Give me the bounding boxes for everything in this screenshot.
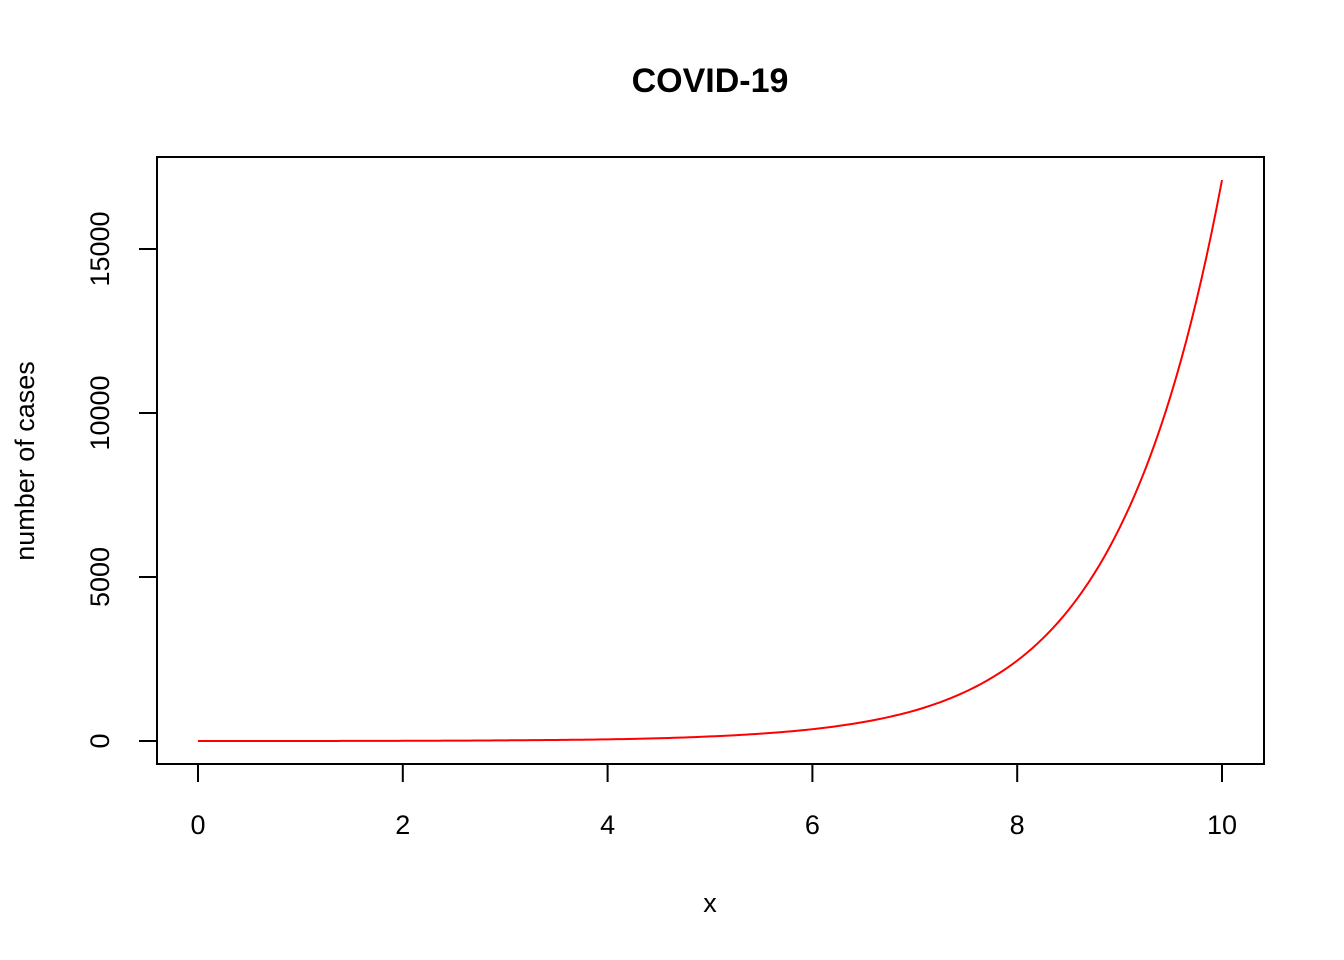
series-line [198, 179, 1223, 742]
x-tick-label: 2 [395, 810, 410, 840]
y-tick-label: 15000 [85, 211, 115, 286]
x-tick-label: 4 [600, 810, 615, 840]
x-axis-label: x [703, 888, 717, 918]
y-axis: 0 5000 10000 15000 [85, 211, 158, 749]
x-axis: 0 2 4 6 8 10 [190, 763, 1237, 840]
x-tick-label: 8 [1010, 810, 1025, 840]
x-tick-label: 6 [805, 810, 820, 840]
y-tick-label: 0 [85, 733, 115, 748]
x-tick-label: 0 [190, 810, 205, 840]
y-axis-label: number of cases [10, 361, 40, 561]
plot-frame [156, 156, 1265, 765]
x-tick-label: 10 [1207, 810, 1237, 840]
series-layer [198, 179, 1223, 742]
y-tick-label: 10000 [85, 375, 115, 450]
chart-title: COVID-19 [632, 62, 789, 100]
y-tick-label: 5000 [85, 547, 115, 607]
